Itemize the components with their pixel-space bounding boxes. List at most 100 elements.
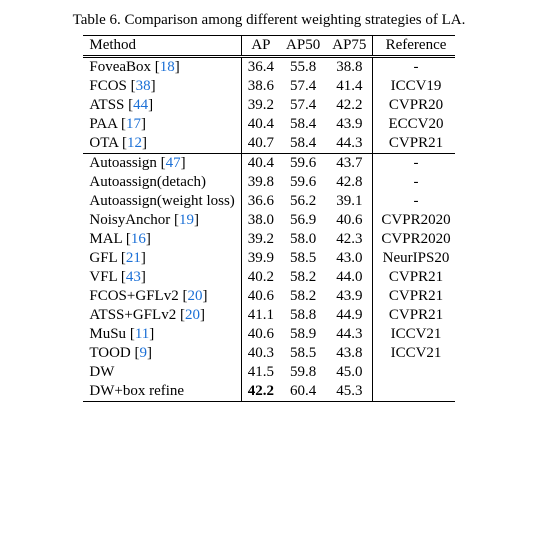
cell-ap50: 58.9	[280, 325, 326, 344]
citation-link[interactable]: 9	[140, 345, 148, 361]
cell-ap75: 44.3	[326, 325, 373, 344]
cell-reference: -	[373, 173, 455, 192]
cell-ap: 40.6	[241, 325, 280, 344]
table-row: FoveaBox [18]36.455.838.8-	[83, 57, 454, 78]
cell-ap50: 57.4	[280, 77, 326, 96]
cell-ap50: 60.4	[280, 382, 326, 402]
citation-link[interactable]: 20	[185, 307, 200, 323]
cell-reference: -	[373, 192, 455, 211]
cell-ap: 40.7	[241, 134, 280, 154]
method-name: GFL	[89, 250, 117, 266]
cell-reference	[373, 363, 455, 382]
cell-method: VFL [43]	[83, 268, 241, 287]
cell-reference: CVPR21	[373, 287, 455, 306]
cell-ap50: 58.2	[280, 268, 326, 287]
citation-link[interactable]: 43	[126, 269, 141, 285]
method-name: FCOS	[89, 78, 127, 94]
citation-link[interactable]: 12	[127, 135, 142, 151]
cell-ap50: 58.5	[280, 249, 326, 268]
cell-ap75: 42.3	[326, 230, 373, 249]
table-row: ATSS+GFLv2 [20]41.158.844.9CVPR21	[83, 306, 454, 325]
cell-ap: 39.2	[241, 96, 280, 115]
cell-reference: ICCV21	[373, 325, 455, 344]
cell-ap50: 58.2	[280, 287, 326, 306]
table-row: VFL [43]40.258.244.0CVPR21	[83, 268, 454, 287]
cell-reference: -	[373, 57, 455, 78]
table-row: Autoassign(detach) 39.859.642.8-	[83, 173, 454, 192]
table-row: MuSu [11]40.658.944.3ICCV21	[83, 325, 454, 344]
table-row: MAL [16]39.258.042.3CVPR2020	[83, 230, 454, 249]
cell-ap75: 38.8	[326, 57, 373, 78]
table-row: NoisyAnchor [19]38.056.940.6CVPR2020	[83, 211, 454, 230]
table-row: DW41.559.845.0	[83, 363, 454, 382]
table-row: FCOS [38]38.657.441.4ICCV19	[83, 77, 454, 96]
cell-ap75: 45.3	[326, 382, 373, 402]
cell-reference: CVPR21	[373, 306, 455, 325]
cell-method: TOOD [9]	[83, 344, 241, 363]
cell-ap: 38.0	[241, 211, 280, 230]
method-name: MAL	[89, 231, 122, 247]
cell-method: NoisyAnchor [19]	[83, 211, 241, 230]
table-row: OTA [12]40.758.444.3CVPR21	[83, 134, 454, 154]
table-caption: Table 6. Comparison among different weig…	[16, 12, 522, 29]
method-name: PAA	[89, 116, 117, 132]
cell-ap50: 58.4	[280, 115, 326, 134]
cell-method: FCOS [38]	[83, 77, 241, 96]
method-name: Autoassign(detach)	[89, 174, 206, 190]
cell-ap50: 57.4	[280, 96, 326, 115]
method-name: TOOD	[89, 345, 130, 361]
cell-ap50: 59.6	[280, 173, 326, 192]
cell-ap: 36.6	[241, 192, 280, 211]
cell-ap50: 58.0	[280, 230, 326, 249]
citation-link[interactable]: 44	[133, 97, 148, 113]
cell-method: Autoassign(weight loss)	[83, 192, 241, 211]
method-name: Autoassign	[89, 155, 157, 171]
method-name: ATSS	[89, 97, 124, 113]
citation-link[interactable]: 38	[136, 78, 151, 94]
cell-method: FCOS+GFLv2 [20]	[83, 287, 241, 306]
cell-ap75: 44.3	[326, 134, 373, 154]
citation-link[interactable]: 20	[187, 288, 202, 304]
cell-ap: 36.4	[241, 57, 280, 78]
citation-link[interactable]: 16	[131, 231, 146, 247]
cell-ap: 39.9	[241, 249, 280, 268]
table-row: Autoassign(weight loss)36.656.239.1-	[83, 192, 454, 211]
cell-ap75: 42.2	[326, 96, 373, 115]
cell-ap75: 44.0	[326, 268, 373, 287]
comparison-table: Method AP AP50 AP75 Reference FoveaBox […	[83, 35, 454, 402]
cell-ap75: 42.8	[326, 173, 373, 192]
table-row: TOOD [9]40.358.543.8ICCV21	[83, 344, 454, 363]
table-body: FoveaBox [18]36.455.838.8-FCOS [38]38.65…	[83, 57, 454, 402]
cell-method: GFL [21]	[83, 249, 241, 268]
cell-ap75: 40.6	[326, 211, 373, 230]
cell-method: DW	[83, 363, 241, 382]
cell-ap: 41.5	[241, 363, 280, 382]
citation-link[interactable]: 21	[126, 250, 141, 266]
cell-reference: CVPR20	[373, 96, 455, 115]
cell-method: ATSS [44]	[83, 96, 241, 115]
table-row: Autoassign [47]40.459.643.7-	[83, 154, 454, 174]
cell-ap: 41.1	[241, 306, 280, 325]
cell-ap75: 41.4	[326, 77, 373, 96]
cell-reference: ICCV19	[373, 77, 455, 96]
citation-link[interactable]: 11	[135, 326, 149, 342]
citation-link[interactable]: 47	[166, 155, 181, 171]
cell-reference	[373, 382, 455, 402]
table-row: DW+box refine42.260.445.3	[83, 382, 454, 402]
cell-ap75: 43.9	[326, 287, 373, 306]
cell-reference: NeurIPS20	[373, 249, 455, 268]
cell-reference: CVPR2020	[373, 230, 455, 249]
table-header-row: Method AP AP50 AP75 Reference	[83, 36, 454, 57]
citation-link[interactable]: 17	[126, 116, 141, 132]
cell-ap50: 58.5	[280, 344, 326, 363]
cell-ap50: 58.8	[280, 306, 326, 325]
cell-ap75: 39.1	[326, 192, 373, 211]
method-name: OTA	[89, 135, 118, 151]
method-name: ATSS+GFLv2	[89, 307, 176, 323]
citation-link[interactable]: 19	[179, 212, 194, 228]
col-ap: AP	[241, 36, 280, 57]
cell-method: Autoassign [47]	[83, 154, 241, 174]
citation-link[interactable]: 18	[160, 59, 175, 75]
cell-ap: 39.8	[241, 173, 280, 192]
cell-method: PAA [17]	[83, 115, 241, 134]
